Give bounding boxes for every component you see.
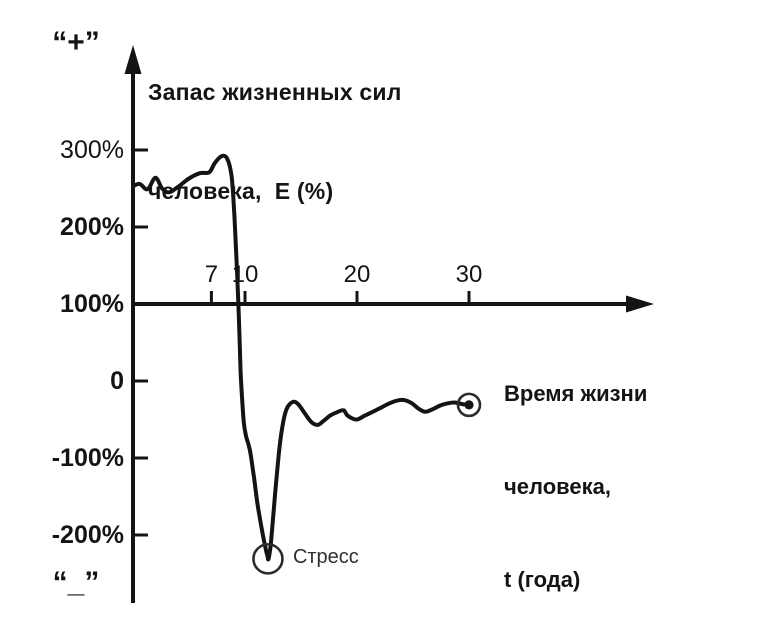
x-axis-arrowhead [626, 295, 654, 313]
stress-annotation: Стресс [292, 545, 359, 568]
y-axis-minus-label: “_” [52, 566, 100, 599]
x-axis-label-line3: t (года) [504, 567, 581, 592]
y-tick-label: 100% [60, 290, 124, 318]
stress-circle-marker [252, 543, 284, 575]
end-point-dot [464, 400, 474, 410]
x-tick-label: 20 [343, 261, 371, 288]
chart-title: Запас жизненных сил человека, E (%) [148, 10, 402, 274]
y-tick-label: -100% [51, 444, 124, 472]
y-tick-label: 200% [60, 213, 124, 241]
chart-title-line2: человека, E (%) [148, 178, 334, 204]
end-point-ring [456, 392, 482, 418]
y-axis-plus-label: “+” [52, 26, 100, 59]
x-axis-label: Время жизни человека, t (года) [504, 316, 647, 630]
y-tick-label: 0 [110, 367, 124, 395]
vital-energy-curve [131, 153, 471, 562]
y-tick-label: -200% [51, 521, 124, 549]
x-tick-label: 10 [231, 261, 259, 288]
x-tick-label: 7 [204, 261, 219, 288]
x-axis-label-line2: человека, [504, 474, 611, 499]
x-axis-label-line1: Время жизни [504, 381, 648, 406]
chart-title-line1: Запас жизненных сил [148, 79, 402, 105]
y-axis-arrowhead [124, 45, 142, 74]
y-tick-label: 300% [60, 136, 124, 164]
x-tick-label: 30 [455, 261, 483, 288]
